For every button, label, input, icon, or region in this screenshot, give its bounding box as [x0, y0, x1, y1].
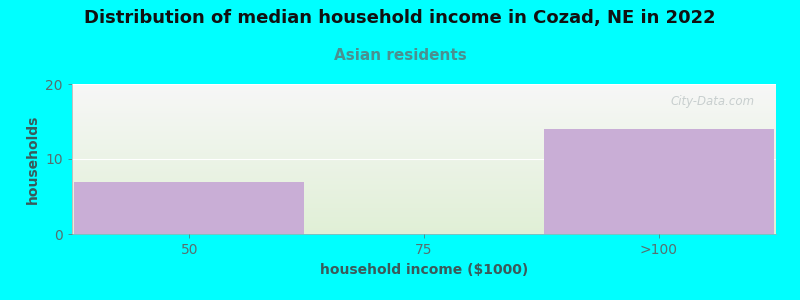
- Text: Distribution of median household income in Cozad, NE in 2022: Distribution of median household income …: [84, 9, 716, 27]
- X-axis label: household income ($1000): household income ($1000): [320, 262, 528, 277]
- Bar: [74, 182, 304, 234]
- Bar: [544, 129, 774, 234]
- Text: City-Data.com: City-Data.com: [670, 94, 755, 107]
- Y-axis label: households: households: [26, 114, 40, 204]
- Text: Asian residents: Asian residents: [334, 48, 466, 63]
